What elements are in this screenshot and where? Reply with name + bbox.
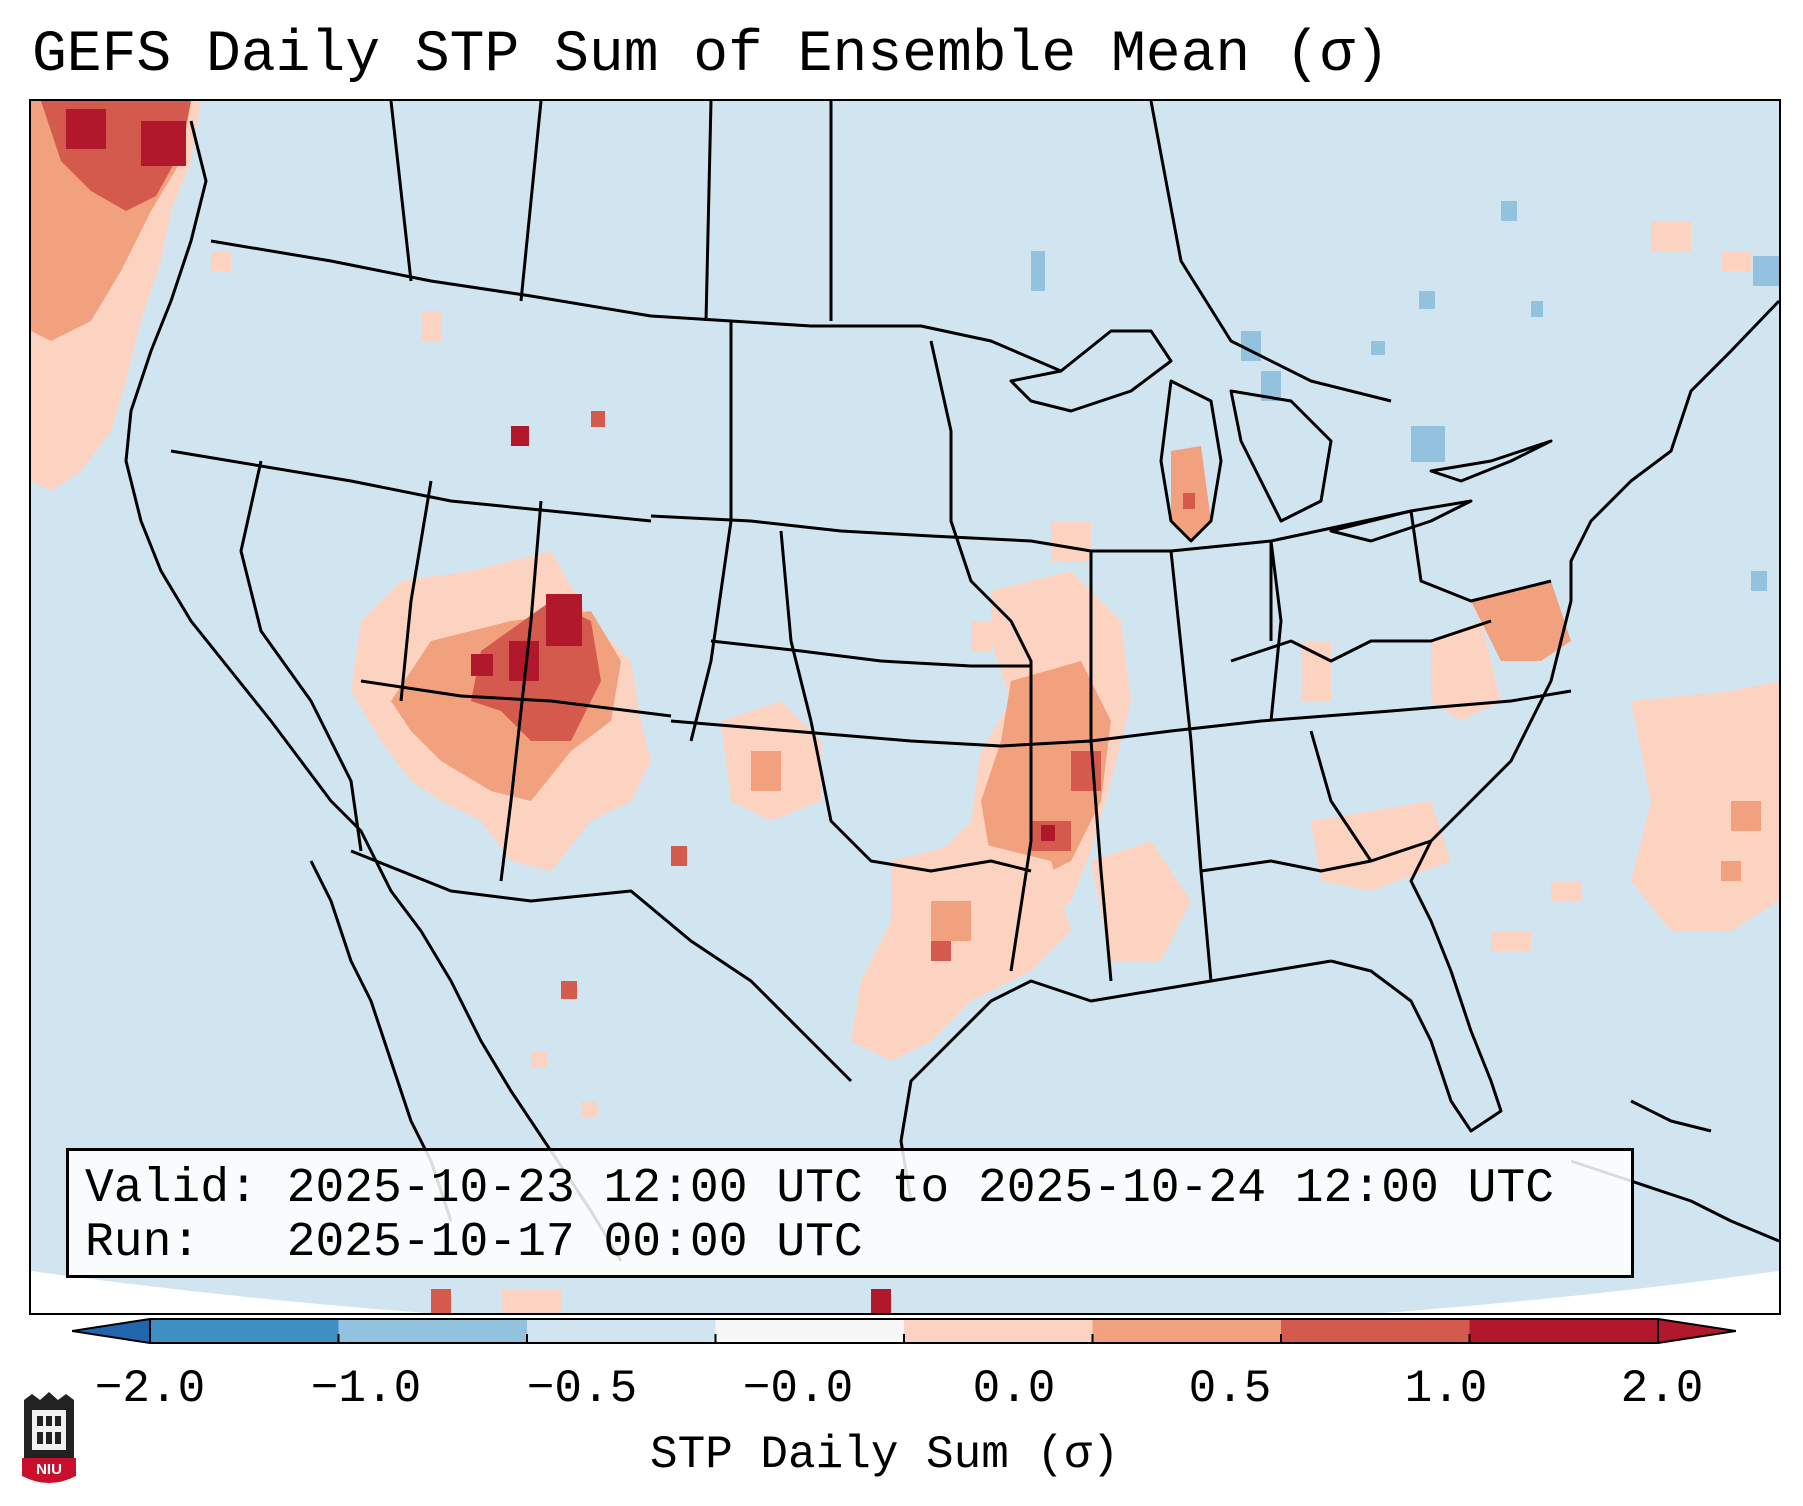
colorbar-tick-label: −1.0 <box>310 1363 422 1415</box>
colorbar-bin <box>1469 1319 1658 1343</box>
colorbar-tick-label: 0.0 <box>972 1363 1056 1415</box>
run-time-text: Run: 2025-10-17 00:00 UTC <box>85 1216 863 1270</box>
valid-time-text: Valid: 2025-10-23 12:00 UTC to 2025-10-2… <box>85 1162 1555 1216</box>
niu-logo: NIU <box>20 1392 78 1488</box>
map-canvas <box>31 101 1779 1313</box>
university-logo-icon: NIU <box>22 1392 76 1483</box>
negative-anomaly-cells <box>1031 201 1779 591</box>
colorbar-graphic <box>71 1317 1737 1345</box>
colorbar-bin <box>1092 1319 1281 1343</box>
positive-anomaly-cells <box>31 101 1779 1313</box>
map-panel[interactable] <box>29 99 1781 1315</box>
colorbar-label: STP Daily Sum (σ) <box>650 1429 1120 1481</box>
logo-text: NIU <box>36 1461 62 1478</box>
colorbar-extend-low <box>71 1317 151 1345</box>
colorbar-tick-label: −2.0 <box>94 1363 206 1415</box>
colorbar-bin <box>150 1319 339 1343</box>
colorbar-bin <box>527 1319 716 1343</box>
colorbar-tick-label: 1.0 <box>1404 1363 1488 1415</box>
map-title: GEFS Daily STP Sum of Ensemble Mean (σ) <box>32 23 1390 88</box>
colorbar-bin <box>338 1319 527 1343</box>
colorbar <box>71 1317 1737 1345</box>
colorbar-tick-label: −0.0 <box>742 1363 854 1415</box>
validity-info-box: Valid: 2025-10-23 12:00 UTC to 2025-10-2… <box>66 1148 1634 1278</box>
colorbar-extend-high <box>1657 1317 1737 1345</box>
colorbar-bin <box>715 1319 904 1343</box>
colorbar-tick-label: −0.5 <box>526 1363 638 1415</box>
data-domain <box>31 101 1779 1313</box>
colorbar-tick-label: 2.0 <box>1620 1363 1704 1415</box>
colorbar-bin <box>904 1319 1093 1343</box>
boundary-lines <box>124 101 1779 1262</box>
colorbar-tick-label: 0.5 <box>1188 1363 1272 1415</box>
colorbar-bin <box>1281 1319 1470 1343</box>
